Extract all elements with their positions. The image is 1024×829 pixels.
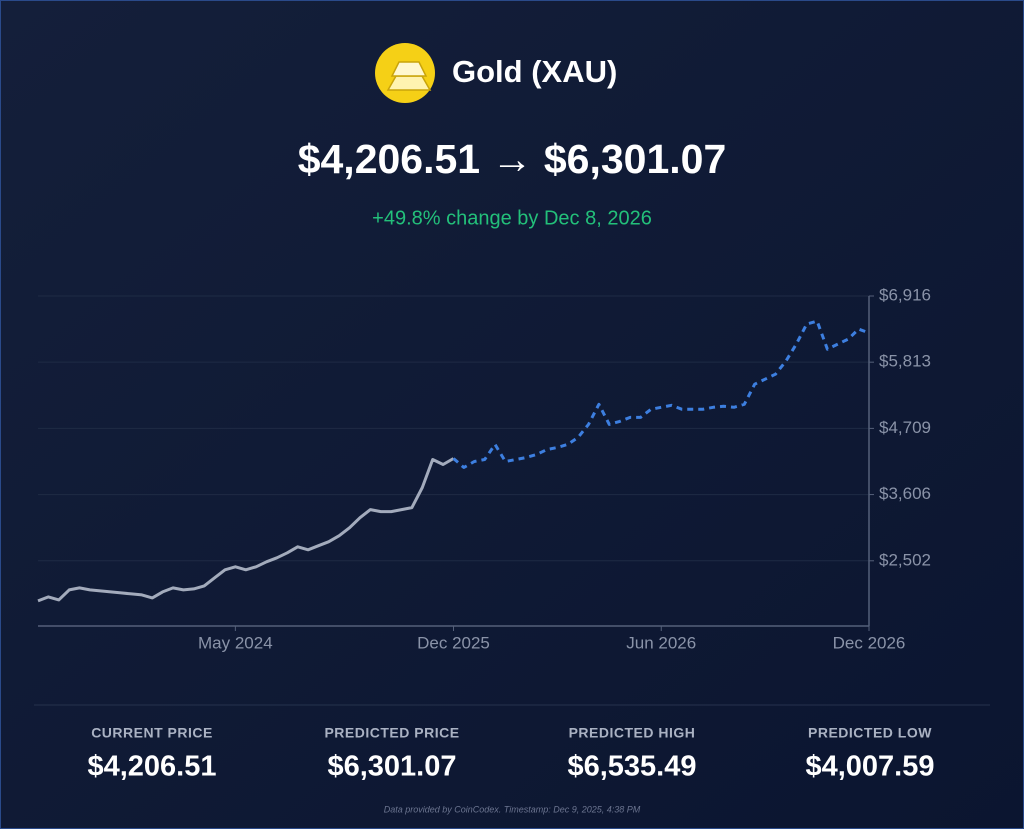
y-tick-label: $2,502 <box>879 550 931 569</box>
change: +49.8% change by Dec 8, 2026 <box>372 207 652 229</box>
series-line <box>452 319 870 469</box>
y-tick-label: $3,606 <box>879 484 931 503</box>
title: Gold (XAU) <box>452 54 617 89</box>
stat-value: $4,007.59 <box>805 751 934 783</box>
y-tick-label: $5,813 <box>879 352 931 371</box>
x-tick-label: May 2024 <box>198 633 273 652</box>
stat-value: $6,535.49 <box>567 751 696 783</box>
stat-value: $6,301.07 <box>327 751 456 783</box>
footer: Data provided by CoinCodex. Timestamp: D… <box>384 804 641 814</box>
gold-icon <box>375 43 435 103</box>
price-range: $4,206.51 → $6,301.07 <box>298 136 727 182</box>
y-tick-label: $4,709 <box>879 418 931 437</box>
stat-label: CURRENT PRICE <box>91 725 213 741</box>
stat-value: $4,206.51 <box>87 751 216 783</box>
series-line <box>37 457 455 603</box>
x-tick-label: Dec 2026 <box>833 633 906 652</box>
stat-label: PREDICTED PRICE <box>324 725 459 741</box>
stat-label: PREDICTED LOW <box>808 725 932 741</box>
chart: $2,502 $3,606 $4,709 $5,813 $6,916 May 2024 De… <box>37 285 931 652</box>
x-tick-label: Dec 2025 <box>417 633 490 652</box>
stat-label: PREDICTED HIGH <box>569 725 696 741</box>
x-tick-label: Jun 2026 <box>626 633 696 652</box>
y-tick-label: $6,916 <box>879 285 931 304</box>
stats: CURRENT PRICE $4,206.51 PREDICTED PRICE $6,… <box>87 725 934 783</box>
